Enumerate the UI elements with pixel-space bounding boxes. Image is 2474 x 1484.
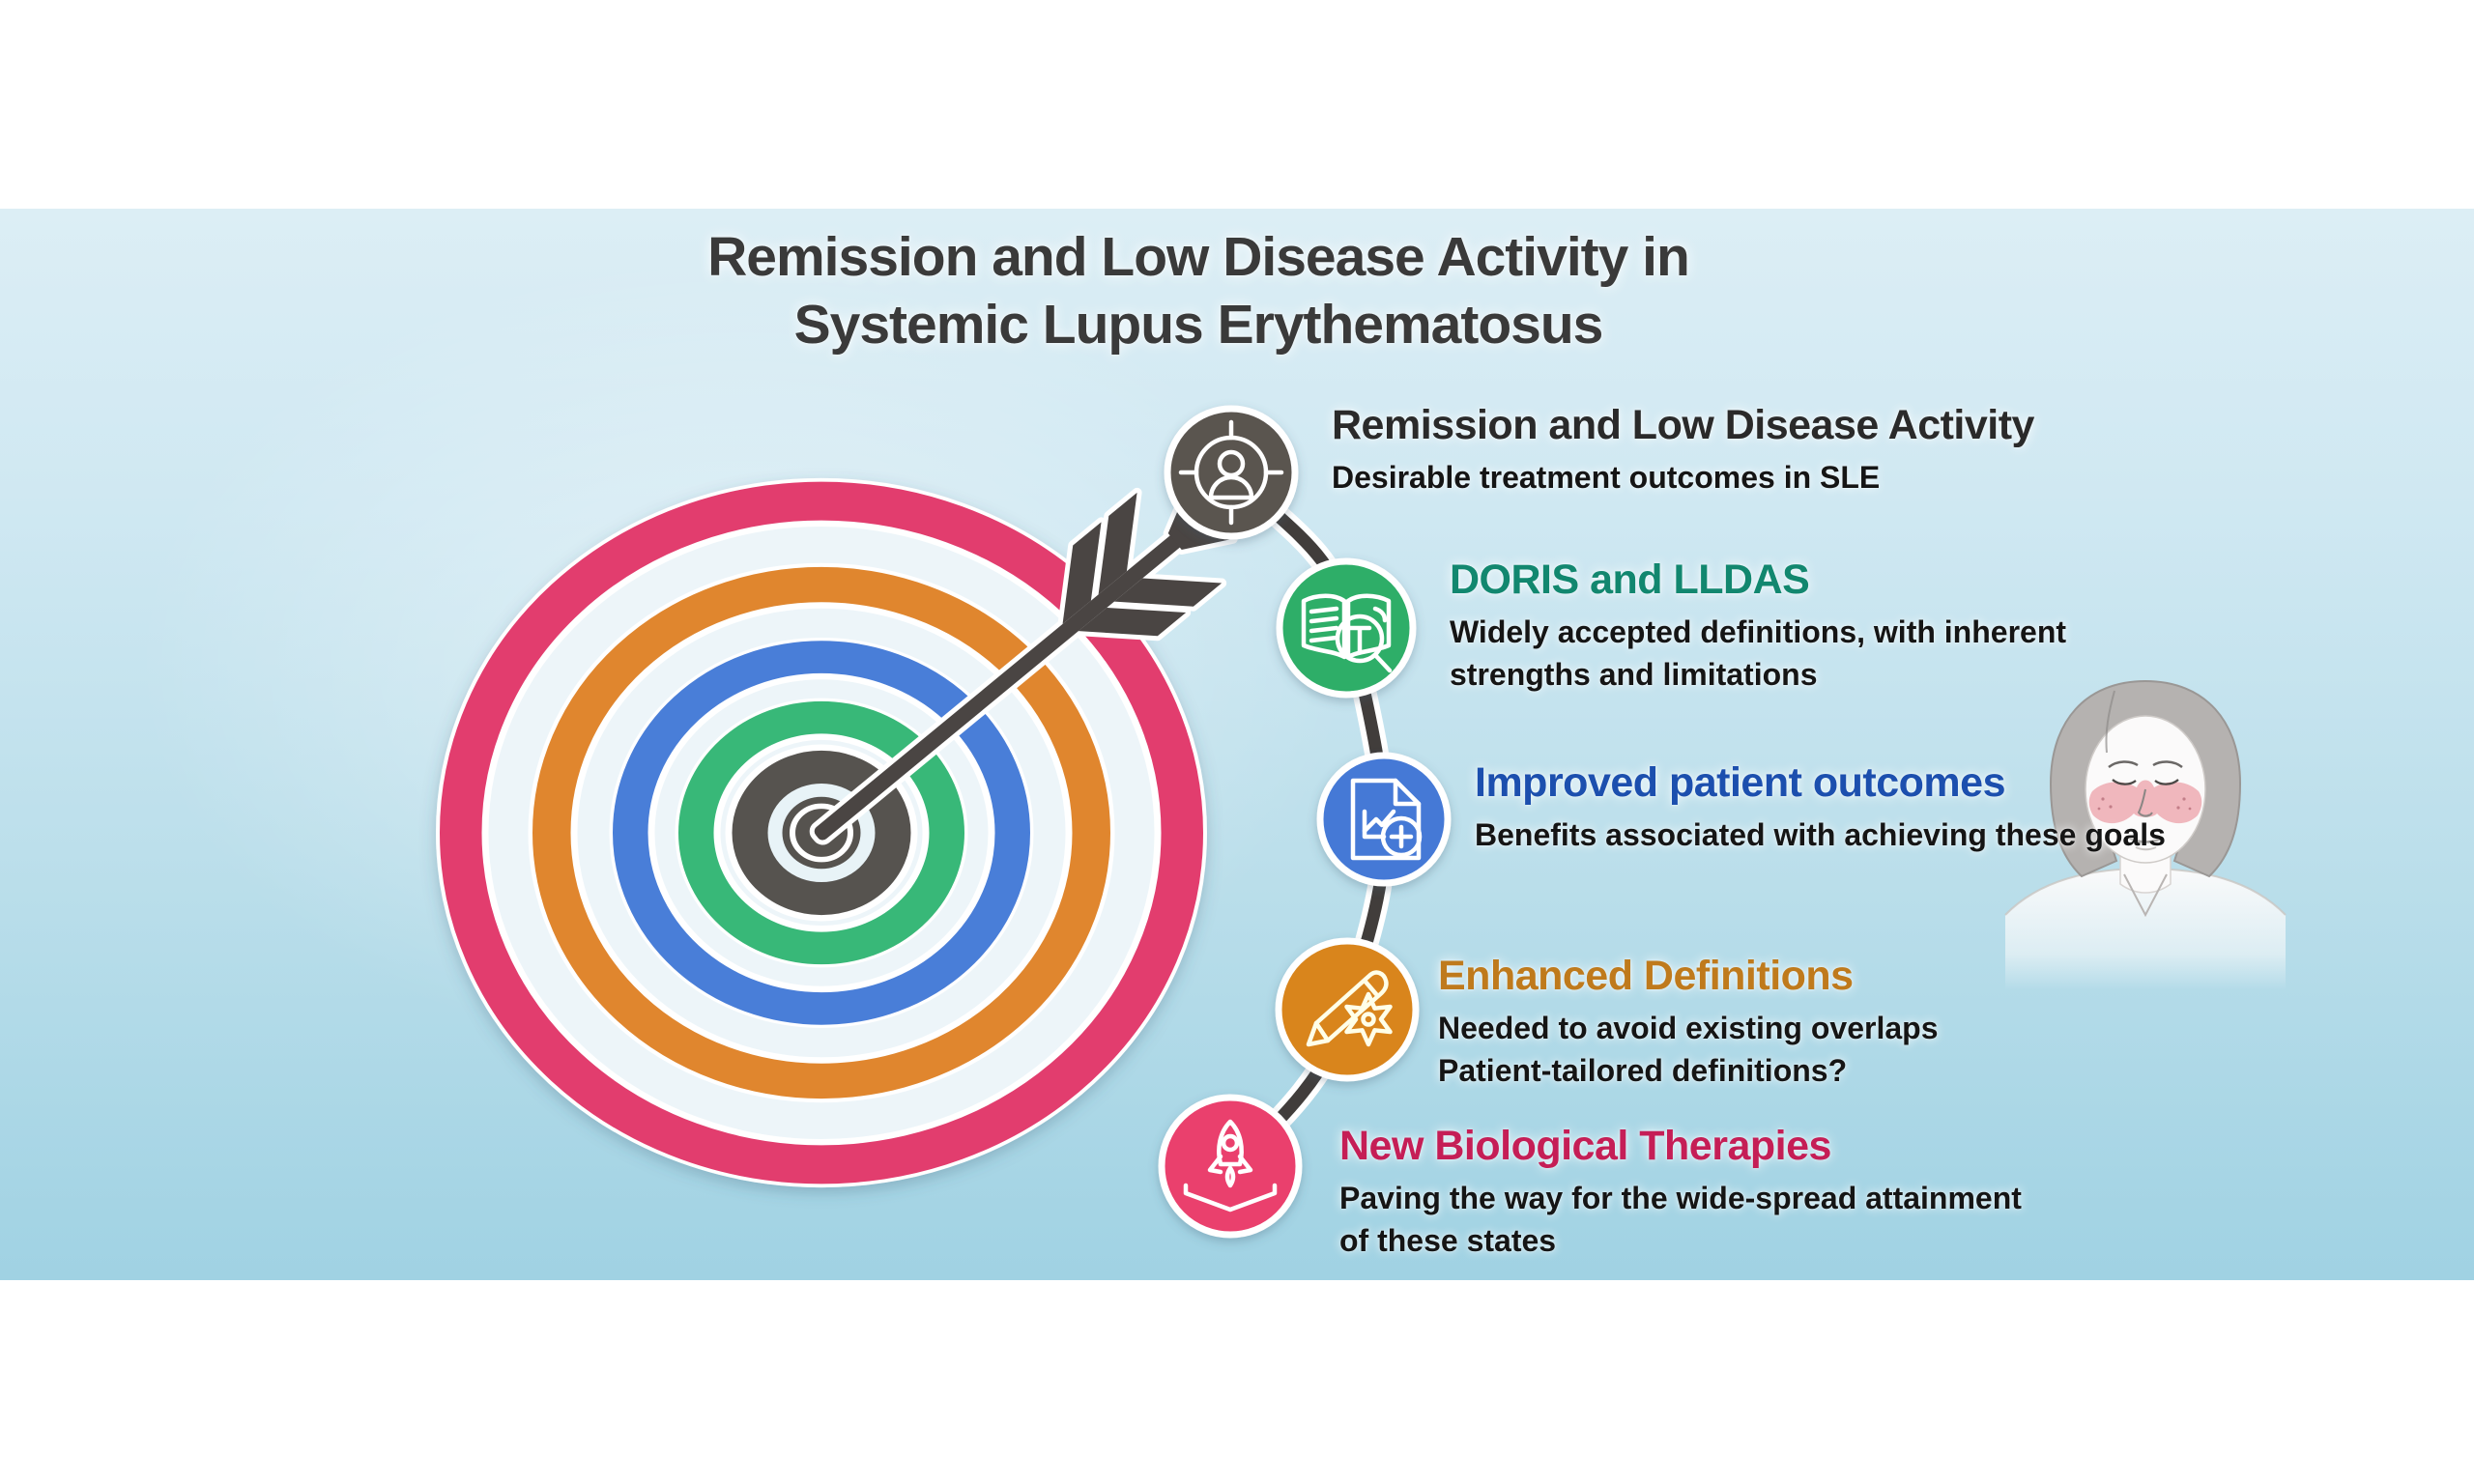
timeline-item-subtext: Widely accepted definitions, with inhere… [1450,614,2067,693]
eye-left-closed [2112,779,2137,785]
timeline-item-subtext: Desirable treatment outcomes in SLE [1332,460,1881,496]
timeline-item-heading: Improved patient outcomes [1475,759,2005,806]
timeline-item-outcomes: Improved patient outcomes Benefits assoc… [1475,759,2166,856]
timeline-item-doris-lldas: DORIS and LLDAS Widely accepted definiti… [1450,556,2067,696]
timeline-item-subtext: Paving the way for the wide-spread attai… [1339,1181,2022,1259]
book-search-icon [1301,593,1393,673]
title-line-2: Systemic Lupus Erythematosus [793,293,1604,356]
arrow-in-target [809,480,1238,845]
timeline-item-heading: Enhanced Definitions [1438,953,1854,999]
ring-orange [532,566,1110,1099]
timeline-node-1 [1164,405,1299,540]
target-person-icon [1178,419,1284,526]
rash-freckles [2097,797,2192,811]
nose [2137,788,2153,817]
timeline-node-5 [1158,1094,1303,1239]
chart-document-icon [1350,778,1423,861]
malar-rash [2088,780,2202,824]
ring-blue [613,641,1030,1025]
timeline-item-heading: New Biological Therapies [1339,1123,1831,1169]
ring-green [678,700,964,965]
eye-right-closed [2154,779,2179,785]
timeline-item-heading: DORIS and LLDAS [1450,556,1810,603]
eyebrow-left [2108,760,2139,769]
timeline-item-subtext: Needed to avoid existing overlaps Patien… [1438,1011,1939,1089]
timeline-item-remission: Remission and Low Disease Activity Desir… [1332,402,2034,499]
timeline-node-2 [1276,557,1417,699]
rocket-launch-icon [1183,1119,1278,1213]
pencil-gear-icon [1306,970,1393,1047]
lupus-face-illustration [2004,679,2287,990]
mouth [2128,836,2164,843]
timeline-node-3 [1316,752,1452,887]
shoulders [2005,869,2286,990]
timeline-item-subtext: Benefits associated with achieving these… [1475,817,2166,853]
timeline-item-therapies: New Biological Therapies Paving the way … [1339,1123,2022,1262]
timeline-item-heading: Remission and Low Disease Activity [1332,402,2034,448]
timeline-node-4 [1275,937,1420,1082]
eyebrow-right [2152,760,2183,769]
ring-pink [440,481,1203,1184]
page-title: Remission and Low Disease Activity in Sy… [232,224,2165,358]
timeline-item-definitions: Enhanced Definitions Needed to avoid exi… [1438,953,1939,1092]
title-line-1: Remission and Low Disease Activity in [707,226,1690,288]
